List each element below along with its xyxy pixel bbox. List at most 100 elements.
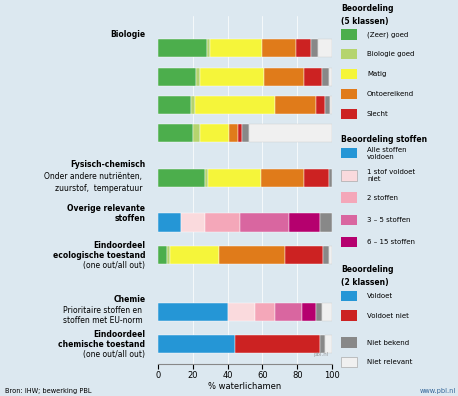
Bar: [342, 337, 357, 348]
Bar: [275, 96, 316, 114]
Text: Slecht: Slecht: [367, 110, 389, 117]
Bar: [200, 67, 264, 86]
X-axis label: % waterlichamen: % waterlichamen: [208, 383, 282, 391]
Text: ecologische toestand: ecologische toestand: [53, 251, 145, 260]
Bar: [195, 96, 275, 114]
Bar: [158, 124, 193, 143]
Text: Biologie goed: Biologie goed: [367, 51, 414, 57]
Bar: [342, 170, 357, 181]
Bar: [304, 169, 328, 187]
Text: Biologie: Biologie: [110, 30, 145, 39]
Text: stoffen met EU-norm: stoffen met EU-norm: [63, 316, 142, 325]
Bar: [316, 96, 325, 114]
Bar: [191, 96, 195, 114]
Bar: [249, 124, 332, 143]
Bar: [234, 335, 320, 353]
Bar: [208, 169, 261, 187]
Bar: [342, 192, 357, 203]
Bar: [342, 237, 357, 247]
Text: zuurstof,  temperatuur: zuurstof, temperatuur: [55, 184, 142, 193]
Bar: [316, 303, 322, 321]
Bar: [289, 213, 320, 232]
Bar: [180, 213, 205, 232]
Bar: [205, 213, 240, 232]
Text: 3 – 5 stoffen: 3 – 5 stoffen: [367, 217, 410, 223]
Text: Alle stoffen
voldoen: Alle stoffen voldoen: [367, 147, 407, 160]
Text: pbl.nl: pbl.nl: [313, 352, 328, 357]
Bar: [328, 169, 332, 187]
Text: Matig: Matig: [367, 71, 387, 77]
Bar: [295, 39, 311, 57]
Bar: [264, 67, 304, 86]
Bar: [158, 169, 205, 187]
Bar: [342, 215, 357, 225]
Bar: [170, 246, 219, 264]
Bar: [256, 303, 275, 321]
Bar: [240, 213, 289, 232]
Bar: [342, 89, 357, 99]
Text: Ontoereikend: Ontoereikend: [367, 91, 414, 97]
Text: 1 stof voldoet
niet: 1 stof voldoet niet: [367, 169, 415, 182]
Bar: [322, 67, 328, 86]
Bar: [342, 49, 357, 59]
Bar: [158, 39, 207, 57]
Bar: [238, 124, 241, 143]
Text: Chemie: Chemie: [113, 295, 145, 305]
Text: Fysisch-chemisch: Fysisch-chemisch: [70, 160, 145, 169]
Bar: [318, 39, 332, 57]
Bar: [158, 335, 234, 353]
Text: (one out/all out): (one out/all out): [83, 350, 145, 359]
Text: www.pbl.nl: www.pbl.nl: [420, 388, 456, 394]
Bar: [342, 310, 357, 321]
Bar: [320, 335, 325, 353]
Text: Beoordeling stoffen: Beoordeling stoffen: [342, 135, 428, 145]
Bar: [328, 67, 332, 86]
Text: Beoordeling: Beoordeling: [342, 265, 394, 274]
Text: 2 stoffen: 2 stoffen: [367, 194, 398, 201]
Bar: [219, 246, 285, 264]
Text: Voldoet: Voldoet: [367, 293, 393, 299]
Bar: [302, 303, 316, 321]
Text: Eindoordeel: Eindoordeel: [93, 241, 145, 250]
Text: Niet relevant: Niet relevant: [367, 359, 412, 366]
Bar: [328, 246, 332, 264]
Bar: [205, 169, 208, 187]
Bar: [241, 124, 249, 143]
Bar: [158, 246, 167, 264]
Bar: [325, 96, 330, 114]
Bar: [311, 39, 318, 57]
Bar: [193, 124, 200, 143]
Text: Eindoordeel: Eindoordeel: [93, 330, 145, 339]
Text: Beoordeling: Beoordeling: [342, 4, 394, 13]
Bar: [285, 246, 323, 264]
Bar: [158, 303, 228, 321]
Bar: [207, 39, 210, 57]
Bar: [342, 291, 357, 301]
Text: Voldoet niet: Voldoet niet: [367, 312, 409, 319]
Bar: [261, 169, 304, 187]
Text: Onder andere nutriënten,: Onder andere nutriënten,: [44, 172, 142, 181]
Bar: [342, 69, 357, 79]
Text: (Zeer) goed: (Zeer) goed: [367, 31, 408, 38]
Bar: [325, 335, 332, 353]
Bar: [200, 124, 229, 143]
Bar: [229, 124, 238, 143]
Bar: [167, 246, 170, 264]
Bar: [342, 109, 357, 119]
Bar: [342, 29, 357, 40]
Bar: [304, 67, 322, 86]
Text: chemische toestand: chemische toestand: [58, 340, 145, 349]
Bar: [322, 303, 332, 321]
Bar: [158, 213, 180, 232]
Bar: [158, 67, 196, 86]
Text: (one out/all out): (one out/all out): [83, 261, 145, 270]
Bar: [342, 148, 357, 158]
Text: (5 klassen): (5 klassen): [342, 17, 389, 26]
Text: Overige relevante: Overige relevante: [67, 204, 145, 213]
Bar: [158, 96, 191, 114]
Bar: [228, 303, 256, 321]
Bar: [262, 39, 295, 57]
Bar: [196, 67, 200, 86]
Text: stoffen: stoffen: [114, 214, 145, 223]
Bar: [275, 303, 302, 321]
